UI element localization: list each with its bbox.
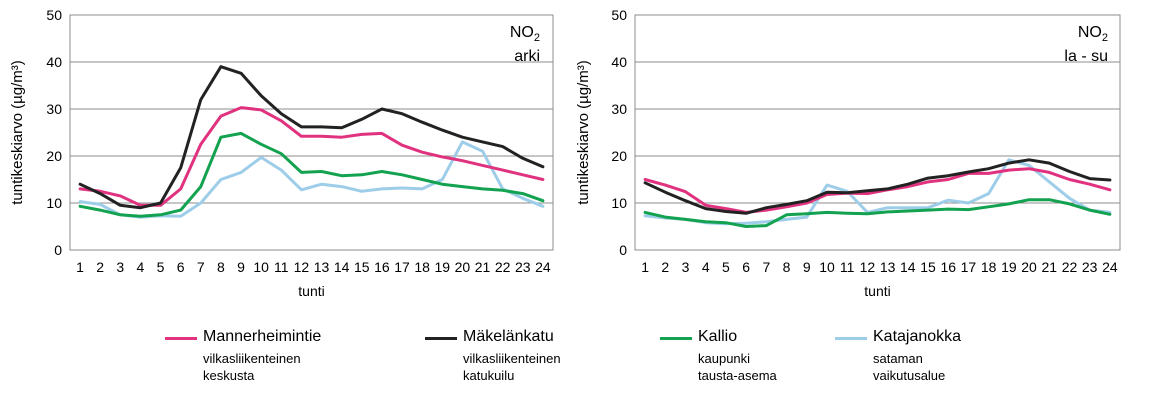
x-tick-label: 15: [920, 259, 936, 275]
x-tick-label: 23: [515, 259, 531, 275]
x-tick-label: 13: [314, 259, 330, 275]
legend-desc-line1: kaupunki: [698, 351, 751, 366]
x-tick-label: 11: [274, 259, 289, 275]
panel-annotation: NO2: [1078, 24, 1108, 44]
y-tick-label: 20: [611, 148, 627, 164]
x-tick-label: 21: [475, 259, 491, 275]
legend-swatch: [835, 337, 867, 340]
x-axis-label: tunti: [864, 283, 890, 299]
x-tick-label: 22: [495, 259, 511, 275]
legend-description: vilkasliikenteinen katukuilu: [463, 350, 561, 384]
x-tick-label: 14: [334, 259, 350, 275]
x-tick-label: 6: [177, 259, 185, 275]
x-tick-label: 2: [96, 259, 104, 275]
y-tick-label: 10: [611, 195, 627, 211]
x-tick-label: 21: [1041, 259, 1057, 275]
x-tick-label: 5: [157, 259, 165, 275]
x-tick-label: 24: [1102, 259, 1118, 275]
x-tick-label: 8: [217, 259, 225, 275]
x-tick-label: 7: [762, 259, 770, 275]
legend-name: Mannerheimintie: [203, 328, 322, 345]
panel-annotation-daytype: la - su: [1064, 48, 1108, 65]
legend-desc-line2: keskusta: [203, 368, 255, 383]
x-tick-label: 12: [294, 259, 310, 275]
x-tick-label: 20: [455, 259, 471, 275]
x-axis-label: tunti: [298, 283, 324, 299]
y-tick-label: 0: [619, 242, 627, 258]
x-tick-label: 17: [961, 259, 977, 275]
legend-desc-line2: tausta-asema: [698, 368, 777, 383]
x-tick-label: 19: [1001, 259, 1017, 275]
y-tick-label: 40: [611, 54, 627, 70]
x-tick-label: 3: [682, 259, 690, 275]
x-tick-label: 19: [435, 259, 451, 275]
series-line-kallio: [78, 131, 545, 218]
legend-description: kaupunki tausta-asema: [698, 350, 777, 384]
x-tick-label: 1: [76, 259, 84, 275]
x-tick-label: 4: [702, 259, 710, 275]
legend-name: Mäkelänkatu: [463, 328, 554, 345]
x-tick-label: 24: [535, 259, 551, 275]
legend-desc-line1: vilkasliikenteinen: [203, 351, 301, 366]
series-line-mkelnkatu: [78, 65, 545, 210]
x-tick-label: 5: [722, 259, 730, 275]
y-axis-label: tuntikeskiarvo (µg/m³): [575, 60, 592, 205]
legend: Mannerheimintie vilkasliikenteinen kesku…: [0, 300, 1149, 404]
x-tick-label: 1: [641, 259, 649, 275]
legend-swatch: [165, 337, 197, 340]
x-tick-label: 18: [414, 259, 430, 275]
legend-desc-line1: vilkasliikenteinen: [463, 351, 561, 366]
x-tick-label: 9: [803, 259, 811, 275]
legend-name: Kallio: [698, 328, 738, 345]
x-tick-label: 11: [840, 259, 855, 275]
x-tick-label: 2: [661, 259, 669, 275]
x-tick-label: 20: [1021, 259, 1037, 275]
x-tick-label: 15: [354, 259, 370, 275]
x-tick-label: 6: [742, 259, 750, 275]
legend-name: Katajanokka: [873, 328, 962, 345]
panel-annotation: NO2: [510, 24, 540, 44]
plot-frame: [69, 14, 554, 251]
series-line-kallio: [643, 198, 1112, 228]
legend-desc-line2: katukuilu: [463, 368, 515, 383]
series-line-mkelnkatu: [643, 158, 1112, 215]
x-tick-label: 9: [237, 259, 245, 275]
x-tick-label: 14: [900, 259, 916, 275]
x-tick-label: 18: [981, 259, 997, 275]
x-tick-label: 12: [860, 259, 876, 275]
legend-swatch: [425, 337, 457, 340]
x-tick-label: 8: [783, 259, 791, 275]
x-tick-label: 17: [394, 259, 410, 275]
x-tick-label: 3: [116, 259, 124, 275]
legend-description: sataman vaikutusalue: [873, 350, 945, 384]
legend-swatch: [660, 337, 692, 340]
x-tick-label: 16: [374, 259, 390, 275]
y-tick-label: 50: [46, 7, 62, 23]
x-tick-label: 22: [1062, 259, 1078, 275]
legend-desc-line2: vaikutusalue: [873, 368, 946, 383]
x-tick-label: 10: [253, 259, 269, 275]
x-tick-label: 10: [819, 259, 835, 275]
y-tick-label: 40: [46, 54, 62, 70]
x-tick-label: 4: [137, 259, 145, 275]
y-tick-label: 30: [611, 101, 627, 117]
x-tick-label: 13: [880, 259, 896, 275]
y-tick-label: 20: [46, 148, 62, 164]
plot-frame: [634, 14, 1121, 251]
y-tick-label: 50: [611, 7, 627, 23]
series-line-mannerheimintie: [643, 167, 1112, 214]
y-tick-label: 0: [54, 242, 62, 258]
x-tick-label: 23: [1082, 259, 1098, 275]
y-tick-label: 10: [46, 195, 62, 211]
panel-annotation-daytype: arki: [514, 48, 540, 65]
legend-desc-line1: sataman: [873, 351, 923, 366]
y-tick-label: 30: [46, 101, 62, 117]
legend-description: vilkasliikenteinen keskusta: [203, 350, 301, 384]
x-tick-label: 7: [197, 259, 205, 275]
x-tick-label: 16: [940, 259, 956, 275]
y-axis-label: tuntikeskiarvo (µg/m³): [9, 60, 26, 205]
